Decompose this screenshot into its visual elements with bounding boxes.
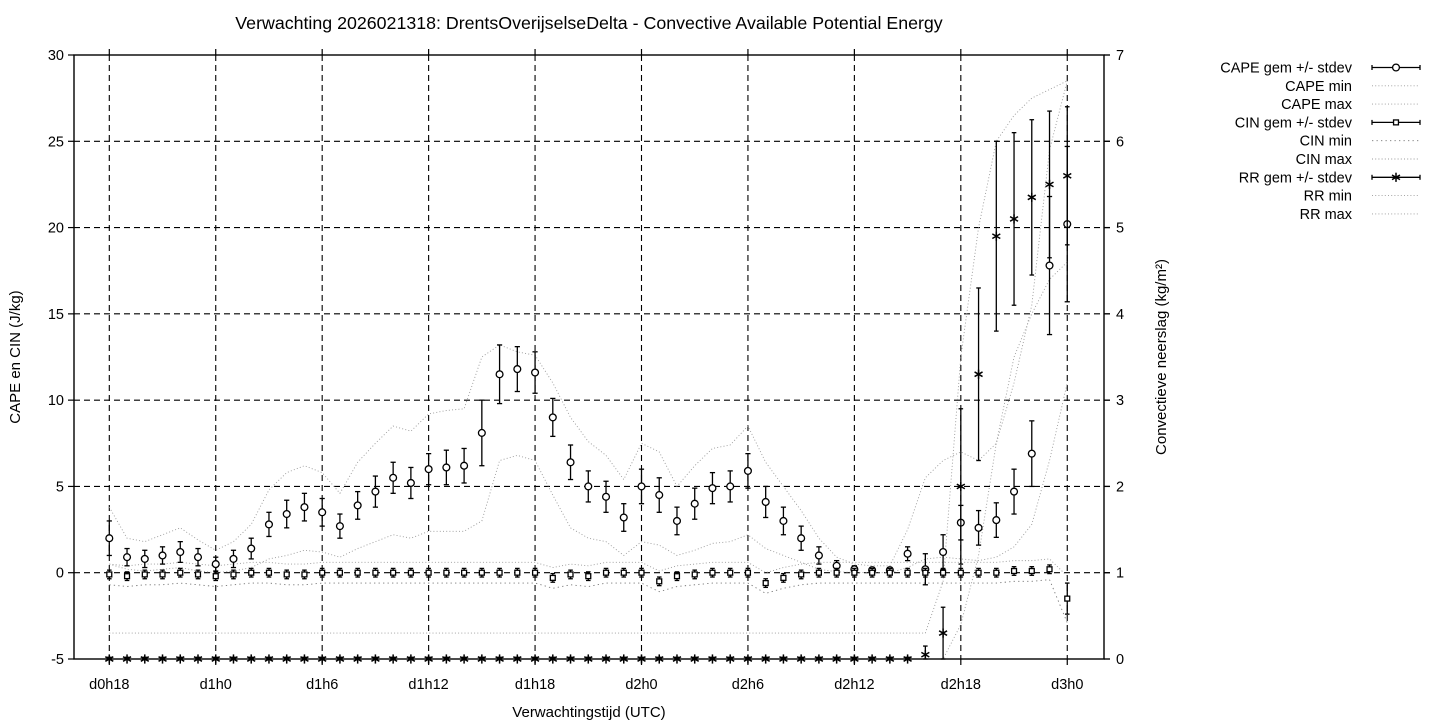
svg-text:d3h0: d3h0 <box>1051 677 1083 693</box>
svg-text:-5: -5 <box>51 652 64 668</box>
svg-text:CAPE en CIN (J/kg): CAPE en CIN (J/kg) <box>7 290 24 423</box>
svg-text:RR gem +/- stdev: RR gem +/- stdev <box>1239 170 1353 186</box>
svg-text:10: 10 <box>48 393 64 409</box>
svg-text:RR min: RR min <box>1304 189 1352 205</box>
svg-text:d1h0: d1h0 <box>200 677 232 693</box>
svg-text:15: 15 <box>48 307 64 323</box>
svg-text:CAPE max: CAPE max <box>1281 97 1353 113</box>
svg-text:d2h0: d2h0 <box>625 677 657 693</box>
svg-text:d1h18: d1h18 <box>515 677 555 693</box>
svg-text:RR max: RR max <box>1300 207 1353 223</box>
svg-text:0: 0 <box>56 566 64 582</box>
svg-text:2: 2 <box>1116 479 1124 495</box>
svg-text:0: 0 <box>1116 652 1124 668</box>
svg-text:1: 1 <box>1116 566 1124 582</box>
svg-text:d2h12: d2h12 <box>834 677 874 693</box>
svg-text:CAPE min: CAPE min <box>1285 79 1352 95</box>
svg-text:Verwachtingstijd (UTC): Verwachtingstijd (UTC) <box>512 704 665 720</box>
svg-text:CIN max: CIN max <box>1296 152 1353 168</box>
svg-text:3: 3 <box>1116 393 1124 409</box>
svg-text:d0h18: d0h18 <box>89 677 129 693</box>
svg-text:CIN min: CIN min <box>1300 134 1352 150</box>
svg-text:20: 20 <box>48 221 64 237</box>
svg-text:CIN gem +/- stdev: CIN gem +/- stdev <box>1235 115 1353 131</box>
svg-text:25: 25 <box>48 134 64 150</box>
svg-text:5: 5 <box>56 479 64 495</box>
svg-text:6: 6 <box>1116 134 1124 150</box>
svg-text:Convectieve neerslag (kg/m²): Convectieve neerslag (kg/m²) <box>1153 259 1170 455</box>
svg-text:d2h18: d2h18 <box>941 677 981 693</box>
svg-text:Verwachting 2026021318: Drents: Verwachting 2026021318: DrentsOverijsels… <box>235 13 942 33</box>
svg-text:4: 4 <box>1116 307 1124 323</box>
svg-text:d1h6: d1h6 <box>306 677 338 693</box>
svg-text:30: 30 <box>48 48 64 64</box>
svg-text:CAPE gem +/- stdev: CAPE gem +/- stdev <box>1220 61 1353 77</box>
svg-text:5: 5 <box>1116 221 1124 237</box>
svg-text:d1h12: d1h12 <box>408 677 448 693</box>
svg-text:d2h6: d2h6 <box>732 677 764 693</box>
svg-text:7: 7 <box>1116 48 1124 64</box>
